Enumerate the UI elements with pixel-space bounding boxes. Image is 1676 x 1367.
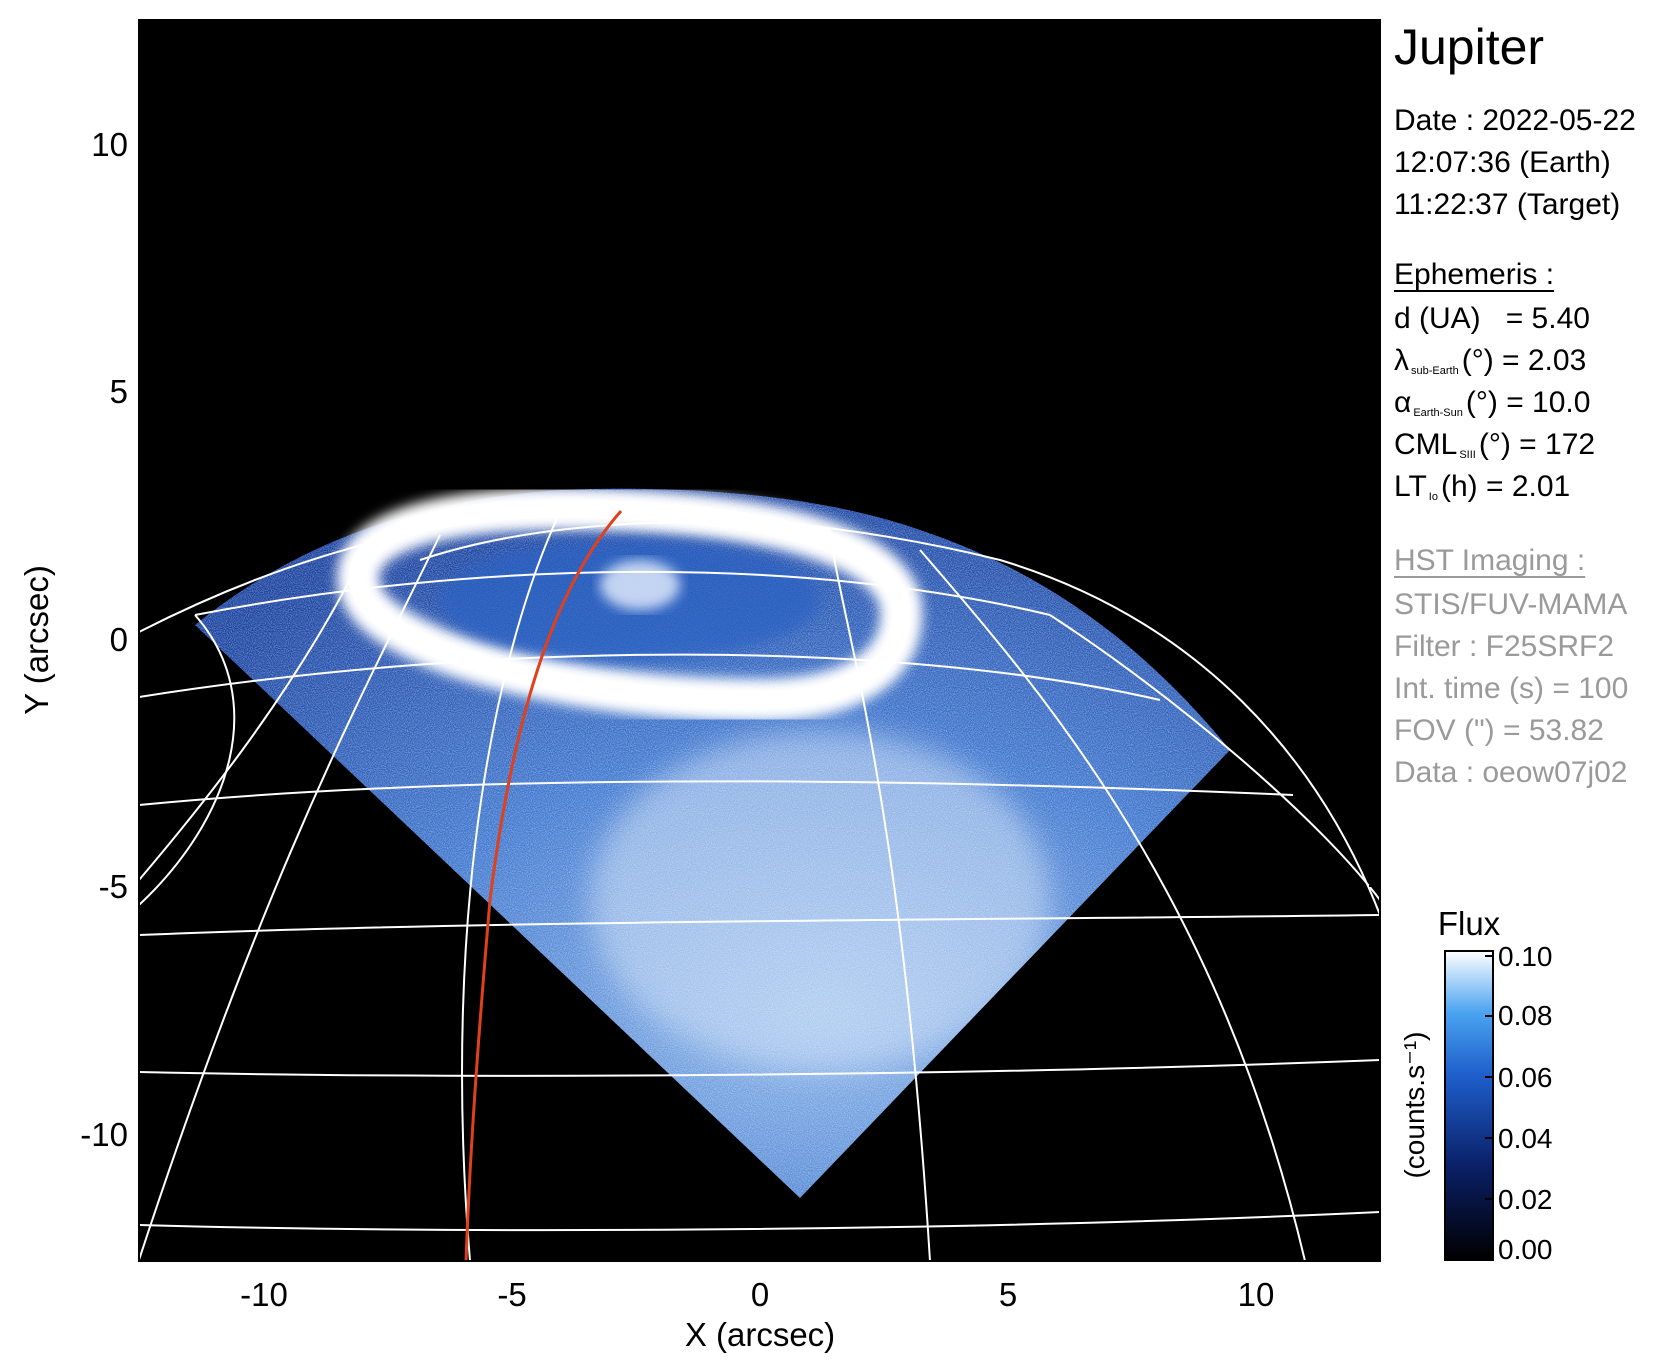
plot-area xyxy=(138,19,1381,1262)
auroral-oval xyxy=(337,487,923,722)
y-axis-label: Y (arcsec) xyxy=(18,565,55,715)
x-axis-label: X (arcsec) xyxy=(685,1316,835,1353)
hst-fov: FOV (") = 53.82 xyxy=(1394,714,1604,747)
y-tick-label: 5 xyxy=(110,373,128,410)
hst-integration-time: Int. time (s) = 100 xyxy=(1394,672,1629,705)
y-tick-label: -5 xyxy=(99,868,128,905)
alpha-value: (°) = 10.0 xyxy=(1465,386,1591,419)
colorbar-tick-label: 0.04 xyxy=(1498,1123,1553,1154)
lambda-subscript: sub-Earth xyxy=(1411,365,1459,377)
y-axis: 10 5 0 -5 -10 Y (arcsec) xyxy=(18,126,1380,1153)
alpha-symbol: α xyxy=(1394,386,1412,419)
lambda-value: (°) = 2.03 xyxy=(1461,344,1587,377)
ephemeris-sub-earth-latitude: λ sub-Earth (°) = 2.03 xyxy=(1394,340,1586,392)
colorbar-tick-label: 0.06 xyxy=(1498,1062,1553,1093)
y-tick-label: 10 xyxy=(91,126,128,163)
distance-value: = 5.40 xyxy=(1505,302,1590,335)
hst-filter: Filter : F25SRF2 xyxy=(1394,630,1615,663)
colorbar-title: Flux xyxy=(1438,905,1501,942)
hst-instrument: STIS/FUV-MAMA xyxy=(1394,588,1628,621)
lat-lon-grid xyxy=(139,511,1380,1261)
observation-date: Date : 2022-05-22 xyxy=(1394,104,1636,137)
ephemeris-phase-angle: α Earth-Sun (°) = 10.0 xyxy=(1394,382,1590,434)
colorbar-tick-label: 0.08 xyxy=(1498,1000,1553,1031)
ephemeris-cml: CML SIII (°) = 172 xyxy=(1394,424,1595,476)
cml-subscript: SIII xyxy=(1459,449,1476,461)
lt-subscript: Io xyxy=(1428,491,1438,503)
x-tick-label: -5 xyxy=(497,1276,526,1313)
colorbar-tick-label: 0.02 xyxy=(1498,1184,1553,1215)
cml-value: (°) = 172 xyxy=(1478,428,1596,461)
x-tick-label: -10 xyxy=(240,1276,288,1313)
colorbar: Flux 0.10 0.08 0.06 0.04 0.02 0.00 (coun… xyxy=(1399,905,1553,1265)
y-tick-label: 0 xyxy=(110,621,128,658)
ephemeris-io-local-time: LT Io (h) = 2.01 xyxy=(1394,466,1570,518)
x-tick-label: 0 xyxy=(751,1276,769,1313)
io-footprint-line xyxy=(464,510,623,1261)
alpha-subscript: Earth-Sun xyxy=(1413,407,1463,419)
earth-time: 12:07:36 (Earth) xyxy=(1394,146,1611,179)
ephemeris-distance: d (UA) = 5.40 xyxy=(1394,298,1590,340)
ephemeris-heading: Ephemeris : xyxy=(1394,258,1555,291)
lt-symbol: LT xyxy=(1394,470,1427,503)
colorbar-tick-label: 0.00 xyxy=(1498,1234,1553,1265)
x-axis: -10 -5 0 5 10 X (arcsec) xyxy=(240,20,1274,1353)
colorbar-tick-label: 0.10 xyxy=(1498,941,1553,972)
lambda-symbol: λ xyxy=(1394,344,1409,377)
hst-imaging-heading: HST Imaging : xyxy=(1394,544,1586,577)
planet-title: Jupiter xyxy=(1394,19,1545,75)
distance-label: d (UA) xyxy=(1394,302,1481,335)
x-tick-label: 10 xyxy=(1238,1276,1275,1313)
colorbar-gradient xyxy=(1444,950,1494,1261)
cml-symbol: CML xyxy=(1394,428,1458,461)
target-time: 11:22:37 (Target) xyxy=(1394,188,1621,221)
y-tick-label: -10 xyxy=(80,1116,128,1153)
x-tick-label: 5 xyxy=(999,1276,1017,1313)
hst-data-id: Data : oeow07j02 xyxy=(1394,756,1628,789)
lt-value: (h) = 2.01 xyxy=(1440,470,1571,503)
colorbar-unit-label: (counts.s⁻¹) xyxy=(1399,1031,1430,1178)
